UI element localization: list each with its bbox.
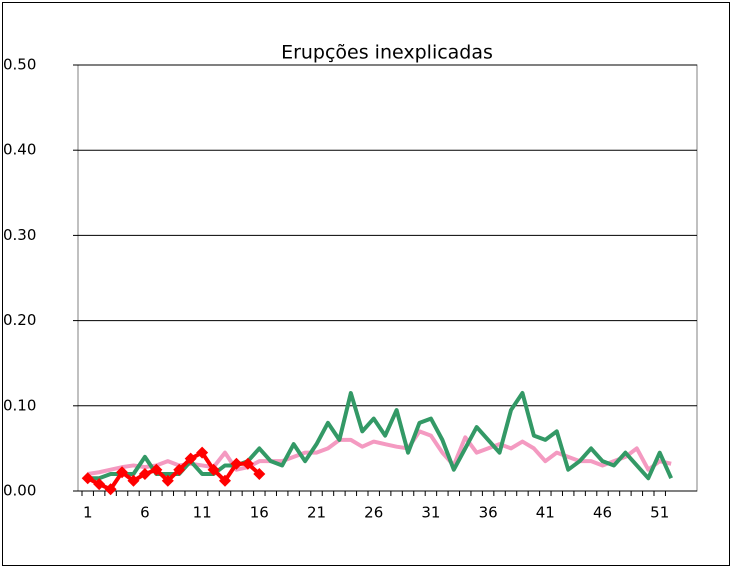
data-point bbox=[93, 478, 106, 491]
plot-area bbox=[77, 64, 698, 492]
x-tick-label: 16 bbox=[250, 504, 269, 522]
data-point bbox=[138, 467, 151, 480]
series-line bbox=[86, 450, 261, 492]
data-point bbox=[241, 457, 254, 470]
x-tick-label: 46 bbox=[593, 504, 612, 522]
x-tick-label: 6 bbox=[140, 504, 150, 522]
data-point bbox=[184, 452, 197, 465]
data-point bbox=[81, 472, 94, 485]
y-tick-label: 0.10 bbox=[3, 396, 36, 414]
x-tick-label: 51 bbox=[650, 504, 669, 522]
chart-title: Erupções inexplicadas bbox=[281, 42, 493, 64]
data-point bbox=[207, 463, 220, 476]
data-point bbox=[219, 474, 231, 487]
x-tick-label: 21 bbox=[307, 504, 326, 522]
y-tick-label: 0.30 bbox=[3, 226, 36, 244]
data-point bbox=[173, 463, 186, 476]
y-tick-label: 0.50 bbox=[3, 56, 36, 74]
data-point bbox=[230, 457, 243, 470]
y-tick-label: 0.20 bbox=[3, 311, 36, 329]
data-point bbox=[161, 474, 174, 487]
y-tick-label: 0.40 bbox=[3, 141, 36, 159]
data-point bbox=[253, 467, 266, 480]
x-tick-label: 1 bbox=[83, 504, 93, 522]
x-tick-label: 11 bbox=[193, 504, 212, 522]
x-tick-label: 31 bbox=[421, 504, 440, 522]
series-line bbox=[87, 391, 673, 481]
x-tick-label: 41 bbox=[536, 504, 555, 522]
x-tick-label: 26 bbox=[364, 504, 383, 522]
x-tick-label: 36 bbox=[479, 504, 498, 522]
data-point bbox=[104, 483, 117, 496]
data-point bbox=[127, 474, 140, 487]
y-tick-label: 0.00 bbox=[3, 482, 36, 500]
data-point bbox=[116, 466, 129, 479]
data-point bbox=[150, 463, 163, 476]
data-point bbox=[196, 446, 209, 459]
